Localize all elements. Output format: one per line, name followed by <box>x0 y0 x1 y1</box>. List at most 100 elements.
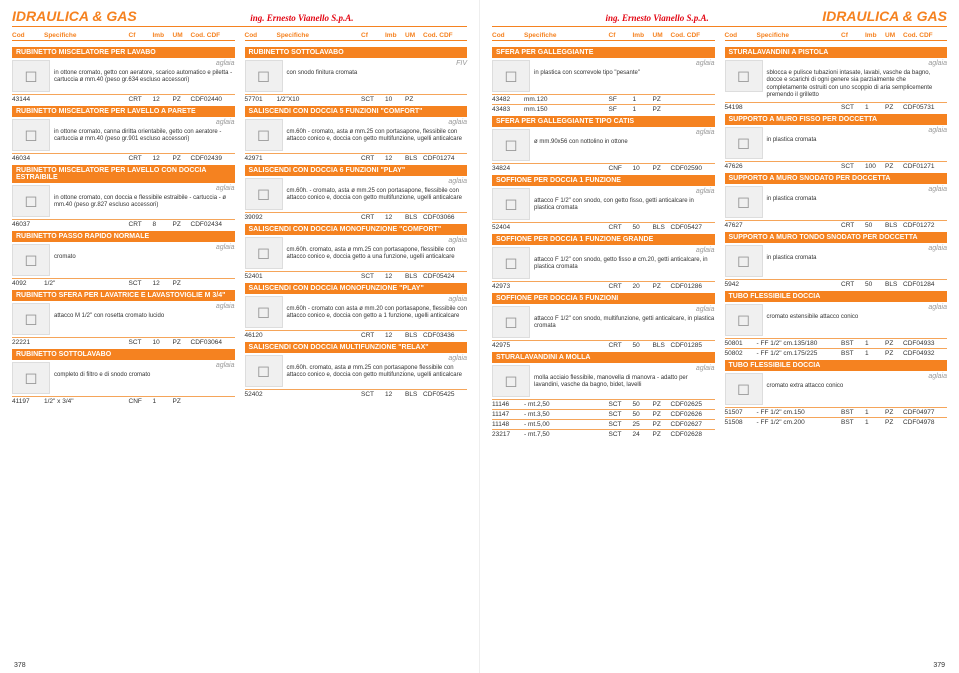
hdr-cdf: Cod. CDF <box>191 32 235 39</box>
cell: BST <box>841 419 865 426</box>
brand-label: aglaia <box>54 303 235 312</box>
product-block: ◻aglaiain plastica con scorrevole tipo "… <box>492 58 715 94</box>
cell: PZ <box>885 350 903 357</box>
cell: SCT <box>841 104 865 111</box>
cell <box>524 283 609 290</box>
cell: 52404 <box>492 224 524 231</box>
cell: 46120 <box>245 332 277 339</box>
data-row: 43144CRT12PZCDF02440 <box>12 94 235 104</box>
column-header: Cod Specifiche Cf Imb UM Cod. CDF <box>492 31 715 41</box>
cell: CDF02626 <box>671 411 715 418</box>
product-description-wrap: aglaiacm.60h. cromato, asta ø mm.25 con … <box>287 237 468 262</box>
hdr-cod: Cod <box>725 32 757 39</box>
cell <box>277 332 362 339</box>
cell: 50 <box>633 411 653 418</box>
product-description-wrap: aglaiaø mm.90x56 con nottolino in ottone <box>534 129 715 146</box>
cell: 12 <box>153 96 173 103</box>
cell: 54198 <box>725 104 757 111</box>
cell <box>757 222 842 229</box>
product-block: ◻aglaiacompleto di filtro e di snodo cro… <box>12 360 235 396</box>
section-title: RUBINETTO SFERA PER LAVATRICE E LAVASTOV… <box>12 290 235 301</box>
hdr-um: UM <box>405 32 423 39</box>
cell: SCT <box>361 273 385 280</box>
product-description: completo di filtro e di snodo cromato <box>54 372 235 380</box>
column-l1: Cod Specifiche Cf Imb UM Cod. CDF RUBINE… <box>12 31 235 406</box>
catalog-page-left: IDRAULICA & GAS ing. Ernesto Vianello S.… <box>0 0 479 673</box>
cell <box>524 224 609 231</box>
hdr-cf: Cf <box>129 32 153 39</box>
cell: CDF05425 <box>423 391 467 398</box>
data-row: 46034CRT12PZCDF02439 <box>12 153 235 163</box>
column-l2: Cod Specifiche Cf Imb UM Cod. CDF RUBINE… <box>245 31 468 406</box>
product-block: ◻aglaiain plastica cromata <box>725 184 948 220</box>
cell: PZ <box>173 155 191 162</box>
cell: 1 <box>865 419 885 426</box>
cell: CDF01272 <box>903 222 947 229</box>
hdr-cdf: Cod. CDF <box>671 32 715 39</box>
section-title: SALISCENDI CON DOCCIA MULTIFUNZIONE "REL… <box>245 342 468 353</box>
cell: BLS <box>653 224 671 231</box>
data-row: 39092CRT12BLSCDF03066 <box>245 212 468 222</box>
columns-left: Cod Specifiche Cf Imb UM Cod. CDF RUBINE… <box>12 31 467 406</box>
data-row: 46120CRT12BLSCDF03436 <box>245 330 468 340</box>
cell: PZ <box>173 339 191 346</box>
brand-label: aglaia <box>767 127 948 136</box>
cell: CDF01271 <box>903 163 947 170</box>
section-title: SUPPORTO A MURO FISSO PER DOCCETTA <box>725 114 948 125</box>
cell: SCT <box>841 163 865 170</box>
cell: PZ <box>653 165 671 172</box>
hdr-um: UM <box>885 32 903 39</box>
column-r1: Cod Specifiche Cf Imb UM Cod. CDF SFERA … <box>492 31 715 439</box>
hdr-spec: Specifiche <box>44 32 129 39</box>
data-row: 22221SCT10PZCDF03064 <box>12 337 235 347</box>
hdr-imb: Imb <box>153 32 173 39</box>
cell <box>757 281 842 288</box>
cell: CRT <box>609 224 633 231</box>
brand-label: aglaia <box>287 296 468 305</box>
cell: 50801 <box>725 340 757 347</box>
cell: - FF 1/2" cm.150 <box>757 409 842 416</box>
section-title: RUBINETTO MISCELATORE PER LAVABO <box>12 47 235 58</box>
data-row: 50802- FF 1/2" cm.175/225BST1PZCDF04932 <box>725 348 948 358</box>
cell <box>191 398 235 405</box>
data-row: 52402SCT12BLSCDF05425 <box>245 389 468 399</box>
product-description-wrap: aglaiacromato <box>54 244 235 261</box>
cell: PZ <box>885 163 903 170</box>
hdr-um: UM <box>653 32 671 39</box>
product-block: ◻aglaiaattacco F 1/2" con snodo, con get… <box>492 186 715 222</box>
product-image: ◻ <box>492 188 530 220</box>
page-title: IDRAULICA & GAS <box>822 8 947 24</box>
page-title: IDRAULICA & GAS <box>12 8 137 24</box>
product-description-wrap: aglaiacm.60h. cromato, asta ø mm.25 con … <box>287 355 468 380</box>
product-image: ◻ <box>492 247 530 279</box>
cell: BST <box>841 340 865 347</box>
cell: PZ <box>173 221 191 228</box>
cell: 46034 <box>12 155 44 162</box>
product-description: attacco F 1/2" con snodo, multifunzione,… <box>534 316 715 331</box>
hdr-cf: Cf <box>609 32 633 39</box>
cell: SCT <box>609 401 633 408</box>
product-image: ◻ <box>725 245 763 277</box>
brand-label: aglaia <box>54 119 235 128</box>
product-block: ◻aglaiaattacco M 1/2" con rosetta cromat… <box>12 301 235 337</box>
cell: 47626 <box>725 163 757 170</box>
hdr-cod: Cod <box>12 32 44 39</box>
product-description-wrap: aglaiasblocca e pulisce tubazioni intasa… <box>767 60 948 100</box>
hdr-imb: Imb <box>633 32 653 39</box>
section-title: SUPPORTO A MURO SNODATO PER DOCCETTA <box>725 173 948 184</box>
product-block: ◻aglaiacm.60h. - cromato, asta ø mm.25 c… <box>245 176 468 212</box>
cell: BLS <box>653 342 671 349</box>
data-row: 577011/2"X10SCT10PZ <box>245 94 468 104</box>
product-block: ◻aglaiasblocca e pulisce tubazioni intas… <box>725 58 948 102</box>
cell: CDF05427 <box>671 224 715 231</box>
section-title: STURALAVANDINI A MOLLA <box>492 352 715 363</box>
brand-label: aglaia <box>534 129 715 138</box>
product-description: sblocca e pulisce tubazioni intasate, la… <box>767 70 948 100</box>
cell <box>44 155 129 162</box>
cell <box>671 106 715 113</box>
brand-label: aglaia <box>767 304 948 313</box>
product-description: in plastica con scorrevole tipo "pesante… <box>534 70 715 78</box>
product-description-wrap: aglaiacm.60h - cromato, asta ø mm.25 con… <box>287 119 468 144</box>
section-title: SALISCENDI CON DOCCIA 6 FUNZIONI "PLAY" <box>245 165 468 176</box>
cell: PZ <box>653 421 671 428</box>
